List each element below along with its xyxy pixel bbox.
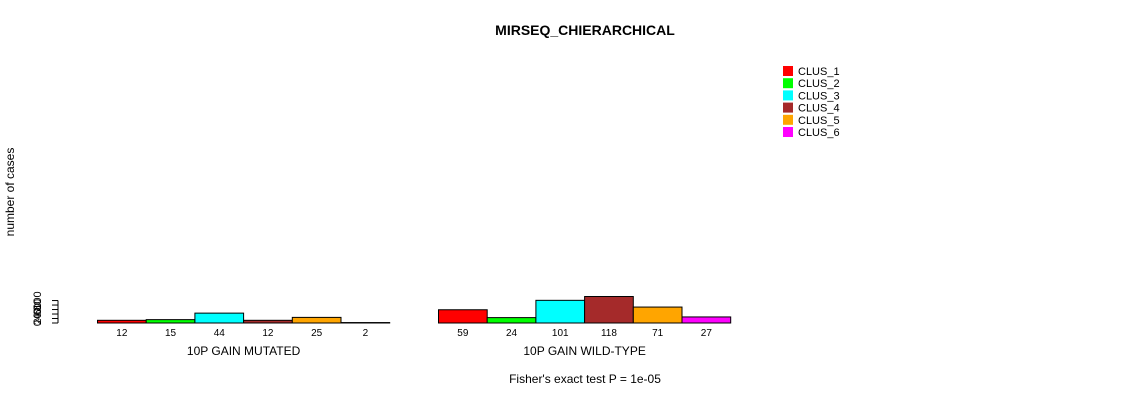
- legend-swatch: [783, 114, 793, 125]
- legend-label: CLUS_2: [798, 78, 840, 90]
- bar-clus-3: [535, 299, 586, 324]
- bar-clus-2: [486, 317, 537, 324]
- chart-title: MIRSEQ_CHIERARCHICAL: [495, 22, 675, 38]
- bar-clus-4: [243, 319, 293, 324]
- y-tick-label: 80: [32, 299, 44, 311]
- bar-clus-3: [194, 312, 245, 324]
- y-axis-label: number of cases: [3, 148, 17, 237]
- fisher-test-note: Fisher's exact test P = 1e-05: [509, 372, 661, 386]
- bar-clus-6: [681, 316, 732, 324]
- bar-count-label: 24: [506, 328, 518, 339]
- count-labels: 12 15 44 12 25 2 59 24 101 118 71 27: [116, 328, 712, 339]
- y-tick-label: 0: [32, 320, 44, 326]
- bar-clus-1: [97, 319, 147, 324]
- legend-swatch: [783, 127, 793, 137]
- bar-count-label: 44: [214, 328, 226, 339]
- bar-count-label: 12: [116, 328, 128, 339]
- legend-swatch: [783, 66, 793, 76]
- bar-clus-1: [438, 309, 488, 324]
- bar-clus-2: [145, 319, 196, 324]
- bars: [97, 296, 732, 324]
- bar-count-label: 27: [701, 328, 713, 339]
- group-label: 10P GAIN MUTATED: [187, 344, 301, 358]
- legend-label: CLUS_4: [798, 103, 840, 115]
- y-tick-label: 60: [32, 303, 44, 315]
- bar-clus-4: [584, 296, 634, 324]
- bar-count-label: 71: [652, 328, 664, 339]
- bar-count-label: 101: [552, 328, 569, 339]
- legend-label: CLUS_5: [798, 115, 840, 127]
- legend-label: CLUS_1: [798, 66, 840, 78]
- bar-count-label: 2: [363, 328, 369, 339]
- legend-swatch: [783, 90, 793, 101]
- y-tick-label: 100: [32, 291, 44, 309]
- bar-clus-5: [291, 316, 342, 324]
- legend-label: CLUS_6: [798, 127, 840, 139]
- bar-count-label: 12: [262, 328, 274, 339]
- legend-swatch: [783, 78, 793, 89]
- bar-count-label: 25: [311, 328, 323, 339]
- y-tick-label: 20: [32, 312, 44, 324]
- bar-clus-5: [632, 306, 683, 324]
- bar-count-label: 118: [601, 328, 617, 339]
- legend-label: CLUS_3: [798, 90, 840, 102]
- group-label: 10P GAIN WILD-TYPE: [523, 344, 645, 358]
- group-labels: 10P GAIN MUTATED 10P GAIN WILD-TYPE: [187, 344, 646, 358]
- bar-count-label: 59: [457, 328, 469, 339]
- legend-swatch: [783, 102, 793, 113]
- y-tick-label: 40: [32, 308, 44, 320]
- bar-count-label: 15: [165, 328, 177, 339]
